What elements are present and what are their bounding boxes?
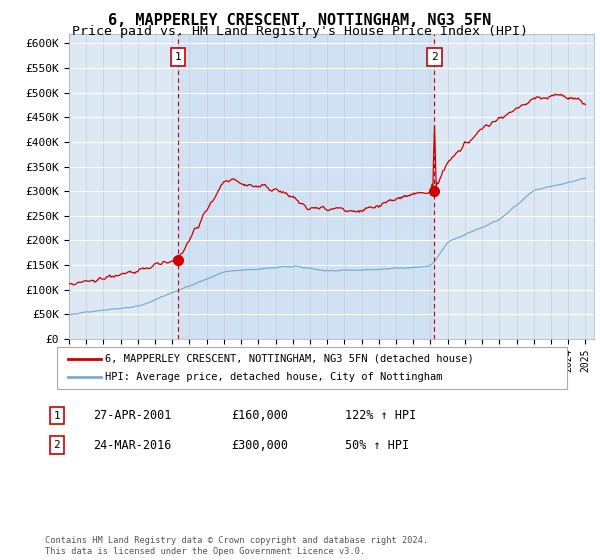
Text: 2: 2 [53,440,61,450]
Text: 1: 1 [175,52,181,62]
Text: Price paid vs. HM Land Registry's House Price Index (HPI): Price paid vs. HM Land Registry's House … [72,25,528,39]
Text: 50% ↑ HPI: 50% ↑ HPI [345,438,409,452]
Text: £300,000: £300,000 [231,438,288,452]
Text: £160,000: £160,000 [231,409,288,422]
Text: 2: 2 [431,52,438,62]
Text: HPI: Average price, detached house, City of Nottingham: HPI: Average price, detached house, City… [105,372,443,382]
Text: 24-MAR-2016: 24-MAR-2016 [93,438,172,452]
Bar [178,34,434,339]
Text: 6, MAPPERLEY CRESCENT, NOTTINGHAM, NG3 5FN (detached house): 6, MAPPERLEY CRESCENT, NOTTINGHAM, NG3 5… [105,354,474,364]
Text: 27-APR-2001: 27-APR-2001 [93,409,172,422]
Text: 122% ↑ HPI: 122% ↑ HPI [345,409,416,422]
Text: 6, MAPPERLEY CRESCENT, NOTTINGHAM, NG3 5FN: 6, MAPPERLEY CRESCENT, NOTTINGHAM, NG3 5… [109,13,491,27]
Text: 1: 1 [53,410,61,421]
Text: Contains HM Land Registry data © Crown copyright and database right 2024.
This d: Contains HM Land Registry data © Crown c… [45,536,428,556]
